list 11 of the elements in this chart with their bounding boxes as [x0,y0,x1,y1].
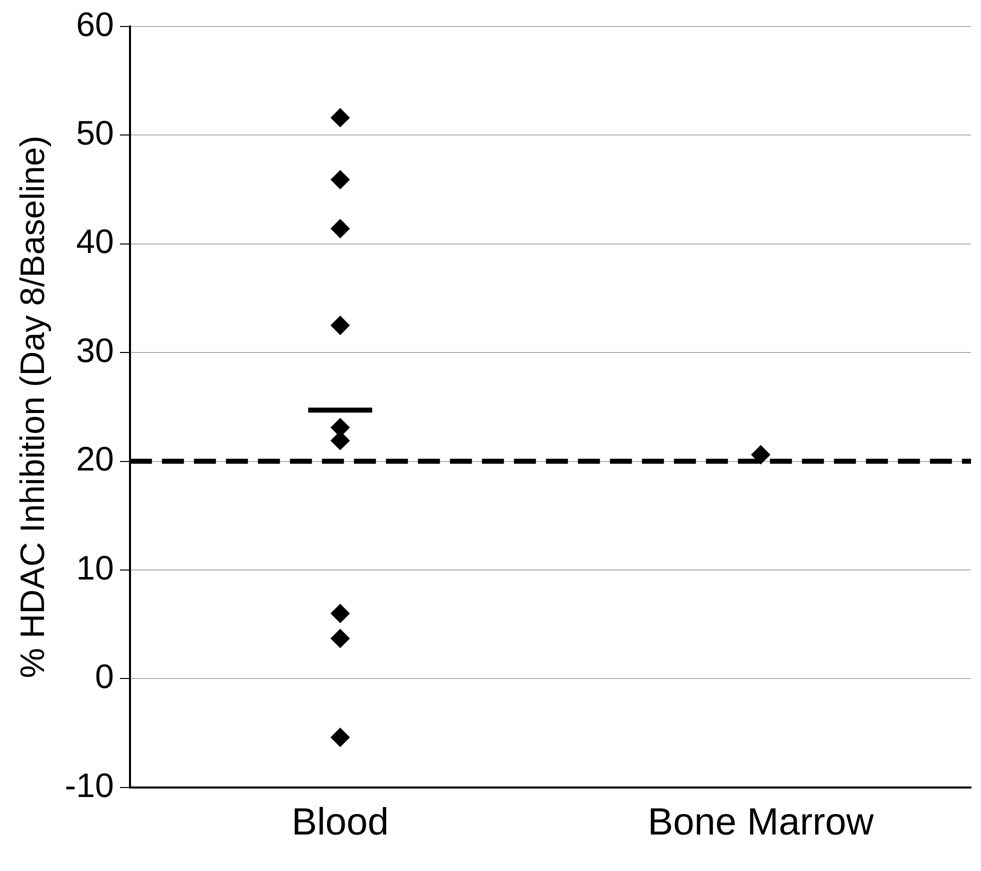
y-tick-label: 30 [76,332,114,370]
y-tick-label: 60 [76,6,114,44]
x-tick-label: Blood [292,802,389,844]
y-tick-label: 10 [76,549,114,588]
y-tick-label: -10 [64,766,114,805]
y-tick-label: 20 [76,440,114,479]
y-axis-title: % HDAC Inhibition (Day 8/Baseline) [14,136,52,678]
x-tick-label: Bone Marrow [648,802,874,844]
y-tick-label: 50 [76,114,114,152]
y-tick-label: 40 [76,223,114,262]
y-tick-label: 0 [95,658,114,696]
